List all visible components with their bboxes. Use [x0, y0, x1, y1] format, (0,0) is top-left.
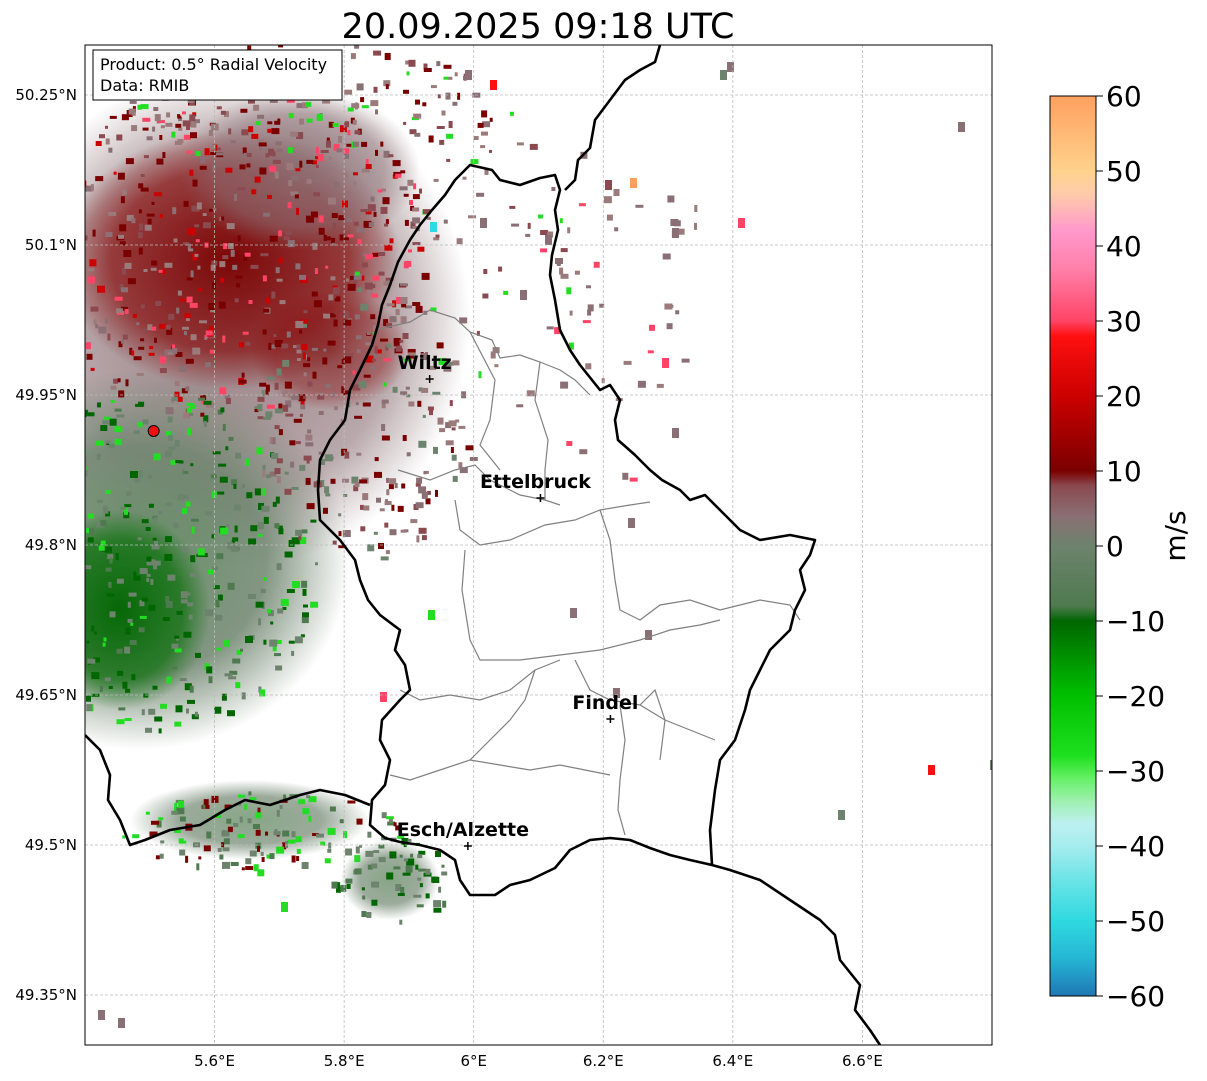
luxembourg-border: [316, 163, 817, 897]
france-germany-border: [711, 863, 882, 1045]
colorbar-tick-label: 50: [1106, 155, 1142, 188]
colorbar-tick-label: −10: [1106, 605, 1165, 638]
echo-south-cell: [340, 840, 440, 920]
national-borders: [85, 45, 882, 1045]
colorbar-tick-label: 10: [1106, 455, 1142, 488]
colorbar-tick-label: −60: [1106, 980, 1165, 1013]
lat-axis: 50.25°N 50.1°N 49.95°N 49.8°N 49.65°N 49.5°N 4…: [15, 86, 77, 1004]
belgium-france-border: [85, 734, 371, 847]
lat-tick-label: 50.1°N: [25, 236, 77, 254]
city-ettelbruck: Ettelbruck: [480, 471, 591, 502]
radar-site-marker: [147, 425, 160, 437]
colorbar-tick-label: 40: [1106, 230, 1142, 263]
map-title: 20.09.2025 09:18 UTC: [342, 7, 735, 47]
lon-tick-label: 5.6°E: [194, 1052, 235, 1070]
germany-border-north: [564, 45, 662, 191]
colorbar-label: m/s: [1159, 510, 1192, 561]
lon-tick-label: 6.2°E: [583, 1052, 624, 1070]
city-markers: Wiltz Ettelbruck Findel Esch/Alzette: [397, 352, 638, 850]
city-label: Findel: [572, 692, 638, 714]
colorbar-scale: [1049, 95, 1097, 997]
colorbar-tick-label: −40: [1106, 830, 1165, 863]
city-label: Ettelbruck: [480, 471, 591, 493]
echo-speckle: [85, 45, 992, 1028]
radar-echo-layer: [85, 45, 992, 1028]
lat-tick-label: 49.65°N: [15, 686, 77, 704]
borders-layer: [85, 45, 882, 1045]
colorbar-tick-label: 30: [1106, 305, 1142, 338]
lon-axis: 5.6°E 5.8°E 6°E 6.2°E 6.4°E 6.6°E: [194, 1052, 883, 1070]
city-wiltz: Wiltz: [398, 352, 452, 383]
colorbar-tick-label: 60: [1106, 80, 1142, 113]
graticule: [85, 45, 992, 1045]
lat-tick-label: 49.95°N: [15, 386, 77, 404]
colorbar-tick-label: 20: [1106, 380, 1142, 413]
colorbar-tick-label: −30: [1106, 755, 1165, 788]
colorbar: 60 50 40 30 20 10 0 −10 −20 −30 −40 −50 −60 m/s: [1049, 80, 1192, 1013]
info-box: Product: 0.5° Radial Velocity Data: RMIB: [92, 49, 343, 101]
lon-tick-label: 6°E: [460, 1052, 487, 1070]
city-label: Esch/Alzette: [397, 819, 529, 841]
colorbar-tick-label: 0: [1106, 530, 1124, 563]
lat-tick-label: 49.35°N: [15, 986, 77, 1004]
map-frame: [84, 44, 993, 1046]
echo-outbound-cell: [250, 290, 410, 410]
lon-tick-label: 6.4°E: [712, 1052, 753, 1070]
info-data-source: Data: RMIB: [100, 76, 189, 95]
lon-tick-label: 6.6°E: [842, 1052, 883, 1070]
city-findel: Findel: [572, 692, 638, 723]
lat-tick-label: 50.25°N: [15, 86, 77, 104]
city-label: Wiltz: [398, 352, 452, 374]
lat-tick-label: 49.5°N: [25, 836, 77, 854]
colorbar-ticks: 60 50 40 30 20 10 0 −10 −20 −30 −40 −50 −60: [1096, 80, 1165, 1013]
colorbar-tick-label: −50: [1106, 905, 1165, 938]
colorbar-tick-label: −20: [1106, 680, 1165, 713]
lat-tick-label: 49.8°N: [25, 536, 77, 554]
city-esch-alzette: Esch/Alzette: [397, 819, 529, 850]
info-product: Product: 0.5° Radial Velocity: [100, 55, 327, 74]
lon-tick-label: 5.8°E: [324, 1052, 365, 1070]
